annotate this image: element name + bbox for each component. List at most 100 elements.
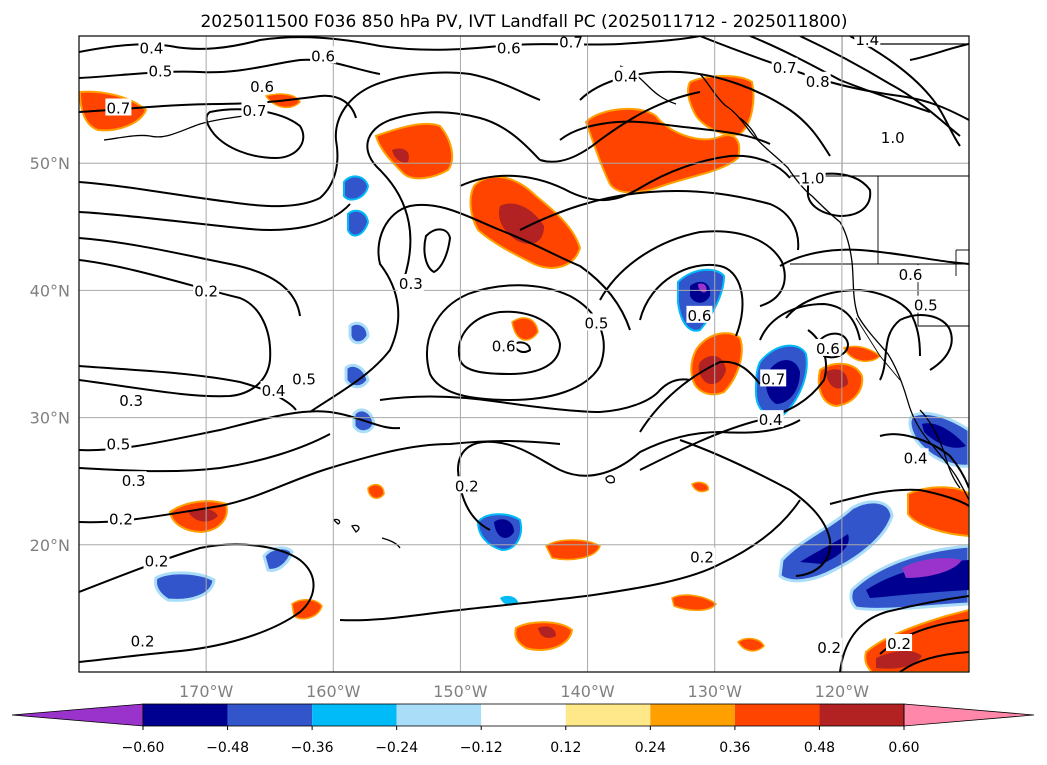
colorbar-bin (396, 704, 482, 726)
colorbar-extend-high (903, 703, 1035, 727)
contour-label-bg (760, 369, 787, 387)
gridlines (79, 36, 969, 672)
contour-label-bg (814, 338, 841, 356)
colorbar-bin (227, 704, 313, 726)
contour-label: 0.2 (145, 552, 169, 570)
contour-label: 0.5 (292, 370, 316, 388)
contour-label-bg (771, 57, 798, 75)
contour-label-bg (241, 101, 268, 119)
colorbar-tick-label: −0.24 (375, 740, 418, 756)
contour-label: 0.7 (559, 33, 583, 51)
contour-label-bg (147, 61, 174, 79)
contour-label: 0.6 (688, 307, 712, 325)
contour-label-bg (879, 127, 906, 145)
colorbar-tick-label: −0.60 (122, 740, 165, 756)
contour-label-bg (583, 313, 610, 331)
colorbar: −0.60 −0.48 −0.36 −0.24 −0.12 0.12 0.24 0.36 0.4… (11, 703, 1035, 756)
ivt-strong-negative-subtropical-east (800, 534, 849, 564)
contour-label-bg (804, 71, 831, 89)
ivt-positive-small-2 (511, 317, 539, 341)
contour-label-bg (799, 168, 826, 186)
ivt-positive-small-8 (737, 637, 765, 652)
contour-label: 0.6 (816, 340, 840, 358)
contour-label: 1.0 (801, 169, 825, 187)
ivt-negative-southwest (154, 571, 216, 602)
contour-label: 0.3 (399, 275, 423, 293)
colorbar-bin (143, 704, 228, 726)
ivt-negative-small-2 (500, 595, 518, 606)
colorbar-bin (565, 704, 651, 726)
lon-tick-label: 130°W (688, 682, 743, 701)
contour-label: 0.7 (106, 100, 130, 118)
lat-tick-label: 50°N (30, 154, 70, 173)
contour-label-bg (260, 380, 287, 398)
contour-label-bg (129, 631, 156, 649)
contour-labels: 0.4 0.5 0.6 0.6 0.7 0.7 0.6 0.7 0.4 1.4 0.7 0.8 1.0 1… (105, 33, 939, 657)
contour-label-bg (143, 551, 170, 569)
lon-tick-label: 160°W (306, 682, 361, 701)
contour-label-bg (897, 265, 924, 283)
longitude-tick-labels: 170°W 160°W 150°W 140°W 130°W 120°W (179, 682, 869, 701)
contour-label: 0.5 (914, 297, 938, 315)
contour-label-bg (490, 336, 517, 354)
contour-label: 0.3 (119, 392, 143, 410)
ivt-negative-mid-2 (344, 363, 370, 389)
contour-label-bg (612, 66, 639, 84)
ivt-strong-california-offshore (826, 369, 848, 389)
colorbar-bin (734, 704, 820, 726)
contour-label-bg (118, 391, 145, 409)
contour-label-bg (291, 369, 318, 387)
lat-tick-label: 20°N (30, 536, 70, 555)
ivt-strong-negative-mexico-coast (922, 423, 966, 448)
contour-label: 0.7 (773, 59, 797, 77)
ivt-strong-south (538, 626, 556, 638)
ivt-positive-gulf-alaska (584, 107, 741, 194)
contour-label-bg (816, 637, 843, 655)
colorbar-tick-label: 0.48 (804, 740, 835, 756)
contour-label-bg (686, 305, 713, 323)
contour-label-bg (912, 295, 939, 313)
contour-label: 0.2 (194, 283, 218, 301)
map-frame (78, 35, 970, 673)
contour-label-bg (886, 634, 913, 652)
contour-label: 0.2 (887, 635, 911, 653)
ivt-negative-mid-1 (348, 321, 370, 345)
contour-label: 0.5 (148, 63, 172, 81)
colorbar-tick-label: 0.36 (719, 740, 750, 756)
colorbar-tick-label: 0.60 (888, 740, 919, 756)
lat-tick-label: 30°N (30, 409, 70, 428)
contour-label: 0.4 (614, 68, 638, 86)
colorbar-bin (650, 704, 735, 726)
contour-label: 0.2 (131, 632, 155, 650)
contour-label: 0.4 (759, 411, 783, 429)
colorbar-tick-label: 0.12 (550, 740, 581, 756)
colorbar-tick-label: 0.24 (635, 740, 666, 756)
colorbar-tick-label: −0.36 (291, 740, 334, 756)
ivt-negative-north-2 (347, 209, 370, 237)
contour-label-bg (757, 410, 784, 428)
contour-label-bg (558, 36, 585, 50)
map-panel[interactable]: 0.4 0.5 0.6 0.6 0.7 0.7 0.6 0.7 0.4 1.4 0.7 0.8 1.0 1… (78, 30, 970, 673)
colorbar-tick-label: −0.12 (460, 740, 503, 756)
shaded-field (79, 75, 969, 672)
ivt-positive-small-7 (691, 481, 709, 493)
ivt-strong-hawaii-west (188, 508, 218, 522)
lon-tick-label: 120°W (815, 682, 870, 701)
contour-label: 0.4 (904, 449, 928, 467)
colorbar-bin (819, 704, 904, 726)
ivt-strong-southeast (876, 650, 922, 669)
contour-label: 0.6 (311, 47, 335, 65)
ivt-strong-negative-south-1 (494, 519, 514, 538)
contour-label-bg (105, 98, 132, 116)
colorbar-extend-low (11, 703, 144, 727)
colorbar-frame (142, 703, 905, 727)
contour-label: 0.8 (806, 73, 830, 91)
ivt-extreme-negative-southeast (902, 558, 962, 578)
colorbar-tick-label: −0.48 (206, 740, 249, 756)
contour-label: 0.3 (122, 472, 146, 490)
contour-label: 0.7 (761, 370, 785, 388)
contour-label: 0.6 (492, 337, 516, 355)
ivt-strong-north-pacific (392, 148, 409, 163)
contour-label: 0.7 (243, 102, 267, 120)
contour-label-bg (105, 434, 132, 452)
